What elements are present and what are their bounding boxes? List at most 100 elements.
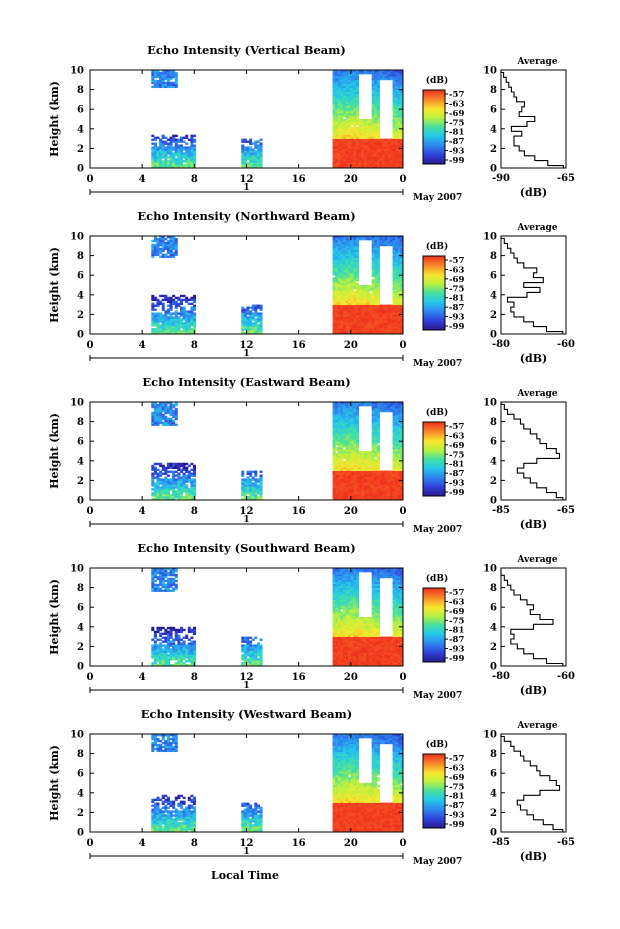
heatmap-cell (174, 134, 178, 138)
heatmap-cell (340, 269, 344, 272)
heatmap-cell (340, 472, 344, 475)
heatmap-cell (363, 332, 367, 335)
heatmap-cell (156, 162, 160, 165)
heatmap-cell (335, 107, 339, 110)
heatmap-cell (374, 445, 378, 448)
heatmap-cell (353, 294, 357, 298)
heatmap-cell (161, 583, 165, 587)
heatmap-cell (395, 115, 399, 118)
heatmap-cell (151, 656, 155, 659)
heatmap-cell (345, 296, 349, 300)
heatmap-cell (332, 496, 336, 499)
heatmap-cell (374, 492, 378, 495)
heatmap-cell (366, 464, 370, 468)
heatmap-cell (254, 318, 258, 321)
heatmap-cell (156, 654, 160, 657)
heatmap-cell (332, 322, 336, 325)
heatmap-cell (254, 326, 258, 329)
heatmap-cell (177, 326, 181, 329)
heatmap-cell (335, 492, 339, 495)
heatmap-cell (161, 402, 165, 405)
heatmap-cell (371, 109, 375, 112)
heatmap-cell (153, 407, 157, 411)
heatmap-cell (254, 164, 258, 167)
heatmap-cell (348, 441, 352, 444)
heatmap-cell (337, 332, 341, 335)
heatmap-cell (384, 304, 388, 307)
heatmap-cell (156, 300, 160, 304)
heatmap-cell (384, 162, 388, 165)
heatmap-cell (374, 154, 378, 157)
heatmap-cell (153, 423, 157, 426)
heatmap-cell (166, 316, 170, 319)
heatmap-cell (361, 166, 365, 169)
heatmap-cell (337, 146, 341, 149)
heatmap-cell (382, 326, 386, 329)
colorbar-tick-label: -57 (449, 256, 464, 266)
heatmap-cell (361, 454, 365, 458)
heatmap-cell (166, 70, 170, 73)
heatmap-cell (384, 478, 388, 481)
heatmap-cell (395, 128, 399, 132)
heatmap-cell (345, 79, 349, 83)
heatmap-cell (343, 146, 347, 149)
heatmap-cell (251, 150, 255, 153)
heatmap-cell (389, 472, 393, 475)
heatmap-cell (345, 71, 349, 75)
heatmap-cell (345, 474, 349, 477)
heatmap-cell (392, 494, 396, 497)
heatmap-cell (340, 454, 344, 458)
heatmap-cell (340, 117, 344, 120)
heatmap-cell (254, 328, 258, 331)
heatmap-cell (353, 77, 357, 81)
heatmap-cell (384, 494, 388, 497)
heatmap-cell (177, 494, 181, 497)
heatmap-cell (337, 409, 341, 413)
heatmap-cell (366, 236, 370, 239)
heatmap-cell (179, 332, 183, 335)
heatmap-cell (187, 138, 191, 141)
heatmap-cell (156, 81, 160, 85)
heatmap-cell (384, 77, 388, 81)
heatmap-cell (371, 402, 375, 405)
heatmap-cell (169, 300, 173, 304)
heatmap-cell (350, 140, 354, 143)
heatmap-cell (246, 472, 250, 475)
heatmap-cell (251, 496, 255, 499)
heatmap-cell (164, 403, 168, 407)
heatmap-cell (392, 427, 396, 430)
heatmap-cell (332, 241, 336, 245)
heatmap-cell (343, 261, 347, 264)
avg-y-tick-label: 6 (490, 105, 497, 116)
heatmap-cell (363, 474, 367, 477)
heatmap-cell (337, 447, 341, 450)
heatmap-cell (371, 122, 375, 126)
heatmap-cell (392, 144, 396, 147)
heatmap-cell (353, 236, 357, 239)
heatmap-cell (190, 480, 194, 483)
heatmap-cell (179, 152, 183, 155)
heatmap-cell (374, 267, 378, 270)
heatmap-cell (397, 87, 401, 90)
heatmap-cell (335, 267, 339, 270)
heatmap-cell (156, 312, 160, 315)
heatmap-cell (384, 148, 388, 151)
heatmap-cell (376, 160, 380, 163)
heatmap-cell (343, 134, 347, 138)
heatmap-cell (335, 160, 339, 163)
heatmap-cell (376, 318, 380, 321)
heatmap-cell (374, 298, 378, 302)
heatmap-cell (374, 245, 378, 249)
heatmap-cell (164, 146, 168, 149)
heatmap-cell (397, 265, 401, 268)
heatmap-cell (387, 306, 391, 309)
heatmap-cell (361, 326, 365, 329)
heatmap-cell (350, 298, 354, 302)
heatmap-cell (243, 494, 247, 497)
heatmap-cell (161, 421, 165, 424)
heatmap-cell (343, 239, 347, 243)
heatmap-cell (251, 306, 255, 309)
heatmap-cell (241, 474, 245, 477)
heatmap-cell (361, 476, 365, 479)
heatmap-cell (389, 148, 393, 151)
